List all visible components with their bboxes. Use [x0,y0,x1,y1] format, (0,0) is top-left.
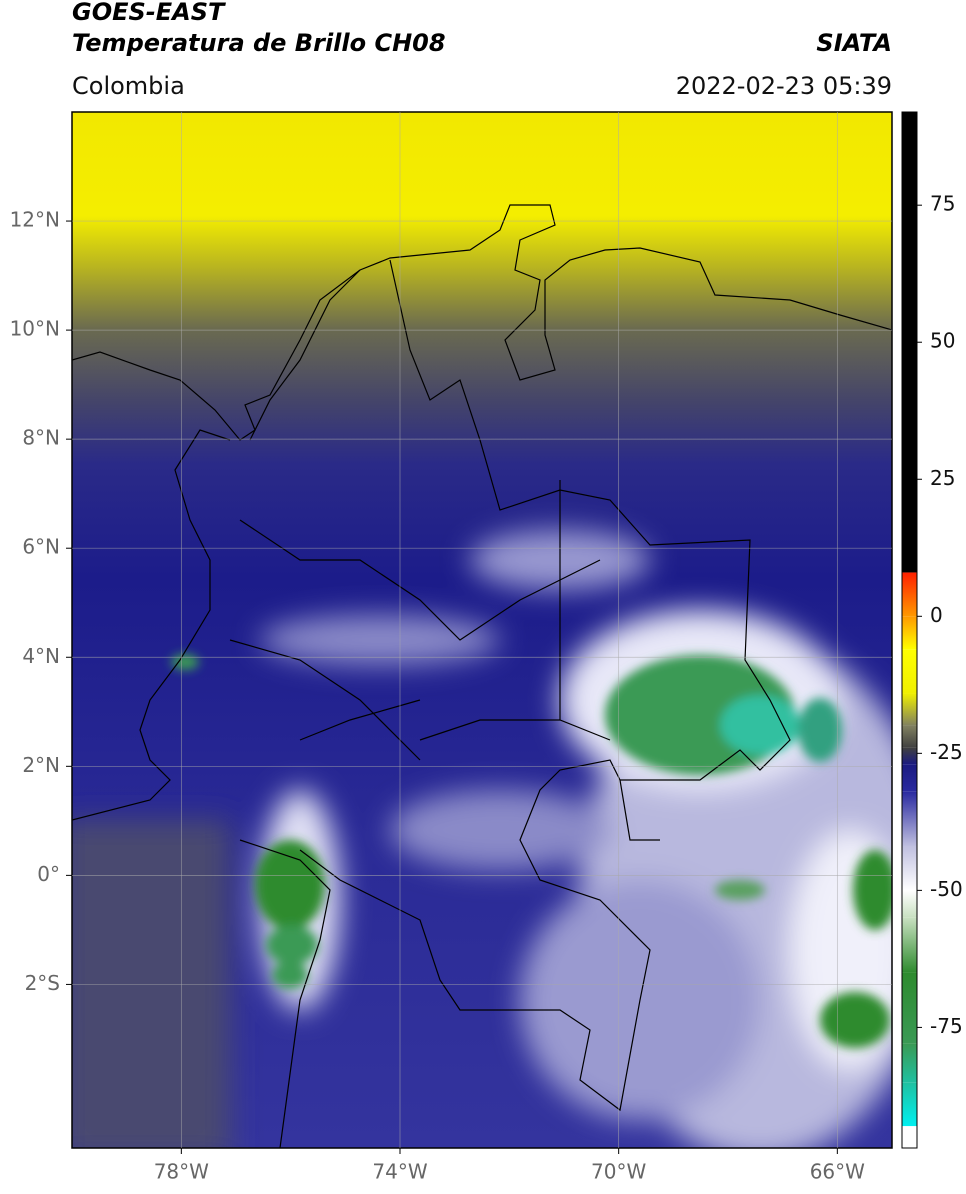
colorbar-segment [902,572,917,617]
map-frame [71,111,893,1149]
colorbar-tick-label: 50 [930,329,955,353]
x-tick-label: 74°W [372,1160,427,1184]
colorbar-tick-label: -25 [930,740,963,764]
colorbar-segment [902,1126,917,1148]
colorbar-segment [902,693,917,726]
x-tick-label: 78°W [154,1160,209,1184]
colorbar-tick-label: 0 [930,603,943,627]
colorbar-segment [902,112,917,573]
colorbar-segment [902,791,917,847]
title-line-2: Temperatura de Brillo CH08 [72,29,446,57]
colorbar-segment [902,1082,917,1127]
colorbar-tick-label: -50 [930,877,963,901]
title-line-1: GOES-EAST [72,0,226,26]
colorbar-frame [901,111,918,1149]
colorbar-segment [902,846,917,891]
colorbar-segment [902,747,917,765]
y-tick-label: 8°N [22,426,60,450]
y-tick-label: 6°N [22,535,60,559]
y-tick-label: 2°S [25,971,60,995]
x-tick-label: 66°W [810,1160,865,1184]
colorbar-segment [902,1043,917,1083]
datetime: 2022-02-23 05:39 [676,72,892,100]
colorbar-segment [902,890,917,918]
colorbar-tick-label: -75 [930,1014,963,1038]
colorbar-tick-label: 75 [930,192,955,216]
x-tick-label: 70°W [591,1160,646,1184]
y-tick-label: 12°N [10,208,60,232]
y-tick-label: 0° [37,862,60,886]
colorbar-segment [902,725,917,748]
y-tick-label: 2°N [22,753,60,777]
colorbar-tick-label: 25 [930,466,955,490]
colorbar-segment [902,972,917,1044]
y-tick-label: 10°N [10,317,60,341]
colorbar-segment [902,764,917,792]
colorbar-segment [902,616,917,650]
source: SIATA [816,29,892,57]
y-tick-label: 4°N [22,644,60,668]
region: Colombia [72,72,185,100]
colorbar-segment [902,917,917,973]
colorbar-segment [902,649,917,694]
satellite-image [72,112,892,1148]
